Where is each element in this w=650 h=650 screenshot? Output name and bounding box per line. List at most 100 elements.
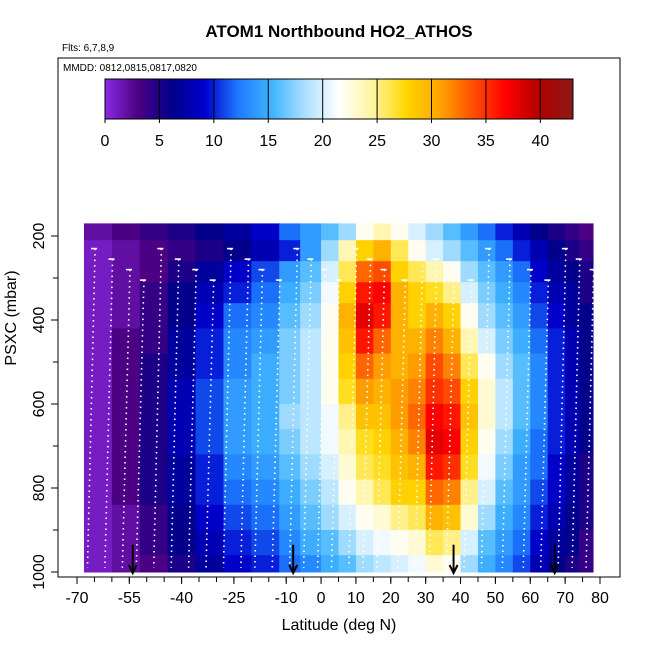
heatmap-cell — [512, 555, 531, 573]
heatmap-cell — [408, 504, 427, 531]
heatmap-cell — [195, 479, 224, 506]
heatmap-cell — [408, 261, 427, 283]
heatmap-cell — [495, 479, 514, 506]
heatmap-cell — [355, 240, 374, 262]
heatmap-cell — [390, 555, 409, 573]
heatmap-cell — [460, 353, 479, 380]
heatmap-cell — [530, 479, 549, 506]
heatmap-cell — [251, 282, 280, 304]
flight-profile — [501, 259, 511, 568]
x-tick-label: 50 — [487, 590, 505, 607]
heatmap-cell — [477, 454, 496, 481]
heatmap-cell — [425, 530, 444, 556]
heatmap-cell — [579, 353, 594, 380]
heatmap-cell — [530, 504, 549, 531]
heatmap-cell — [83, 240, 113, 262]
heatmap-cell — [139, 504, 169, 531]
heatmap-cell — [195, 504, 224, 531]
heatmap-cell — [279, 504, 301, 531]
heatmap-cell — [477, 429, 496, 455]
heatmap-cell — [300, 240, 322, 262]
heatmap-cell — [167, 303, 197, 329]
heatmap-cell — [565, 223, 580, 241]
heatmap-cell — [321, 378, 339, 405]
heatmap-cell — [425, 555, 444, 573]
heatmap-cell — [460, 282, 479, 304]
heatmap-cell — [355, 479, 374, 506]
heatmap-cell — [460, 261, 479, 283]
heatmap-cell — [547, 454, 566, 481]
heatmap-cell — [139, 282, 169, 304]
heatmap-cell — [373, 378, 392, 405]
heatmap-cell — [167, 240, 197, 262]
heatmap-cell — [425, 404, 444, 430]
heatmap-cell — [111, 479, 141, 506]
heatmap-cell — [355, 328, 374, 355]
heatmap-cells — [83, 223, 594, 573]
flight-profile — [362, 259, 372, 568]
heatmap-cell — [443, 282, 462, 304]
heatmap-cell — [512, 261, 531, 283]
flight-profile — [170, 259, 180, 568]
heatmap-cell — [408, 454, 427, 481]
heatmap-cell — [547, 404, 566, 430]
heatmap-cell — [223, 404, 252, 430]
heatmap-cell — [390, 429, 409, 455]
heatmap-cell — [443, 504, 462, 531]
heatmap-cell — [139, 328, 169, 355]
flight-profile — [445, 269, 456, 568]
heatmap-cell — [460, 479, 479, 506]
heatmap-cell — [530, 454, 549, 481]
heatmap-cell — [338, 454, 357, 481]
flight-profile — [240, 259, 250, 568]
flight-profile — [152, 248, 163, 568]
heatmap-cell — [300, 404, 322, 430]
heatmap-cell — [530, 429, 549, 455]
heatmap-cell — [495, 240, 514, 262]
heatmap-cell — [223, 454, 252, 481]
heatmap-cell — [512, 328, 531, 355]
heatmap-cell — [321, 404, 339, 430]
heatmap-cell — [373, 429, 392, 455]
heatmap-cell — [195, 303, 224, 329]
heatmap-cell — [477, 223, 496, 241]
heatmap-cell — [279, 530, 301, 556]
heatmap-cell — [547, 530, 566, 556]
heatmap-cell — [565, 303, 580, 329]
flight-profile — [463, 280, 473, 568]
heatmap-cell — [495, 282, 514, 304]
heatmap-cell — [338, 261, 357, 283]
colorbar-tick-label: 40 — [531, 133, 549, 150]
colorbar-gradient — [104, 78, 574, 120]
flight-profile — [376, 269, 386, 568]
heatmap-cell — [83, 555, 113, 573]
heatmap-cell — [425, 454, 444, 481]
heatmap-cell — [477, 261, 496, 283]
heatmap-cell — [390, 240, 409, 262]
heatmap-cell — [300, 454, 322, 481]
heatmap-cell — [443, 530, 462, 556]
heatmap-cell — [251, 378, 280, 405]
heatmap-cell — [300, 328, 322, 355]
colorbar: 0 5 10 15 20 25 30 35 40 — [101, 78, 574, 150]
heatmap-cell — [279, 378, 301, 405]
colorbar-tick-label: 0 — [101, 133, 110, 150]
heatmap-cell — [139, 555, 169, 573]
heatmap-cell — [477, 353, 496, 380]
heatmap-cell — [321, 429, 339, 455]
heatmap-cell — [408, 328, 427, 355]
heatmap-cell — [321, 555, 339, 573]
heatmap-cell — [390, 479, 409, 506]
heatmap-cell — [321, 240, 339, 262]
heatmap-cell — [565, 479, 580, 506]
heatmap-cell — [408, 479, 427, 506]
heatmap-cell — [565, 404, 580, 430]
heatmap-cell — [373, 353, 392, 380]
heatmap-cell — [495, 404, 514, 430]
heatmap-cell — [425, 328, 444, 355]
heatmap-cell — [565, 261, 580, 283]
heatmap-cell — [195, 261, 224, 283]
heatmap-cell — [373, 261, 392, 283]
heatmap-cell — [321, 479, 339, 506]
y-axis: 200 400 600 800 1000 — [31, 223, 58, 590]
